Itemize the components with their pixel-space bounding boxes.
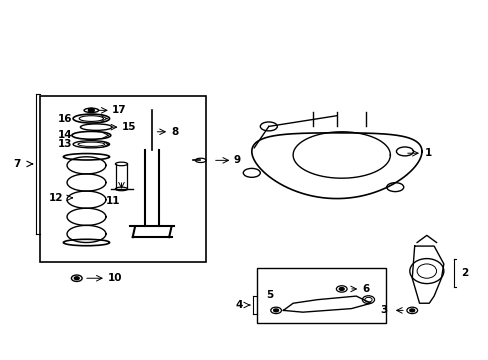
Text: 12: 12 bbox=[49, 193, 63, 203]
Bar bbox=[256, 267, 385, 323]
Text: 3: 3 bbox=[380, 305, 387, 315]
Text: 10: 10 bbox=[107, 273, 122, 283]
Text: 6: 6 bbox=[362, 284, 368, 294]
Ellipse shape bbox=[74, 277, 79, 280]
Text: 5: 5 bbox=[265, 290, 273, 300]
Text: 16: 16 bbox=[58, 113, 72, 123]
Text: 2: 2 bbox=[460, 268, 467, 278]
Text: 1: 1 bbox=[424, 148, 431, 158]
Ellipse shape bbox=[339, 288, 344, 291]
Text: 17: 17 bbox=[112, 105, 126, 115]
Circle shape bbox=[88, 108, 94, 112]
Text: 4: 4 bbox=[235, 300, 242, 310]
Text: 14: 14 bbox=[58, 130, 72, 140]
Ellipse shape bbox=[273, 309, 278, 312]
Ellipse shape bbox=[409, 309, 414, 312]
Text: 11: 11 bbox=[106, 196, 120, 206]
Text: 8: 8 bbox=[171, 127, 179, 137]
Text: 9: 9 bbox=[233, 156, 241, 165]
Text: 13: 13 bbox=[58, 139, 72, 149]
Bar bbox=[40, 96, 205, 262]
Text: 15: 15 bbox=[122, 122, 136, 132]
Text: 7: 7 bbox=[14, 159, 21, 169]
